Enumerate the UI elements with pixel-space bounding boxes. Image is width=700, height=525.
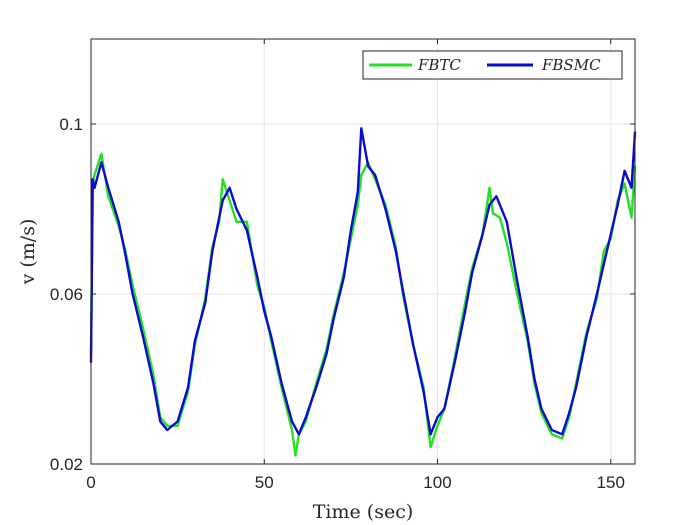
plot-frame <box>90 38 636 465</box>
x-tick-label: 100 <box>423 473 451 492</box>
x-tick-label: 150 <box>597 473 625 492</box>
grid <box>91 39 635 464</box>
x-tick-label: 0 <box>86 473 95 492</box>
series-line-fbsmc <box>89 127 637 436</box>
legend-label-fbtc: FBTC <box>417 56 461 74</box>
legend: FBTC FBSMC <box>362 50 623 80</box>
x-tick-label: 50 <box>255 473 274 492</box>
plot-area <box>91 39 635 464</box>
x-axis-title: Time (sec) <box>313 501 414 523</box>
ticks: 0 50 100 150 0.02 0.06 0.1 <box>50 39 635 492</box>
y-tick-label: 0.1 <box>59 115 83 134</box>
y-tick-label: 0.06 <box>50 285 83 304</box>
y-axis-title: v (m/s) <box>17 219 39 286</box>
series-group <box>89 127 637 457</box>
legend-label-fbsmc: FBSMC <box>541 56 601 74</box>
y-tick-label: 0.02 <box>50 455 83 474</box>
